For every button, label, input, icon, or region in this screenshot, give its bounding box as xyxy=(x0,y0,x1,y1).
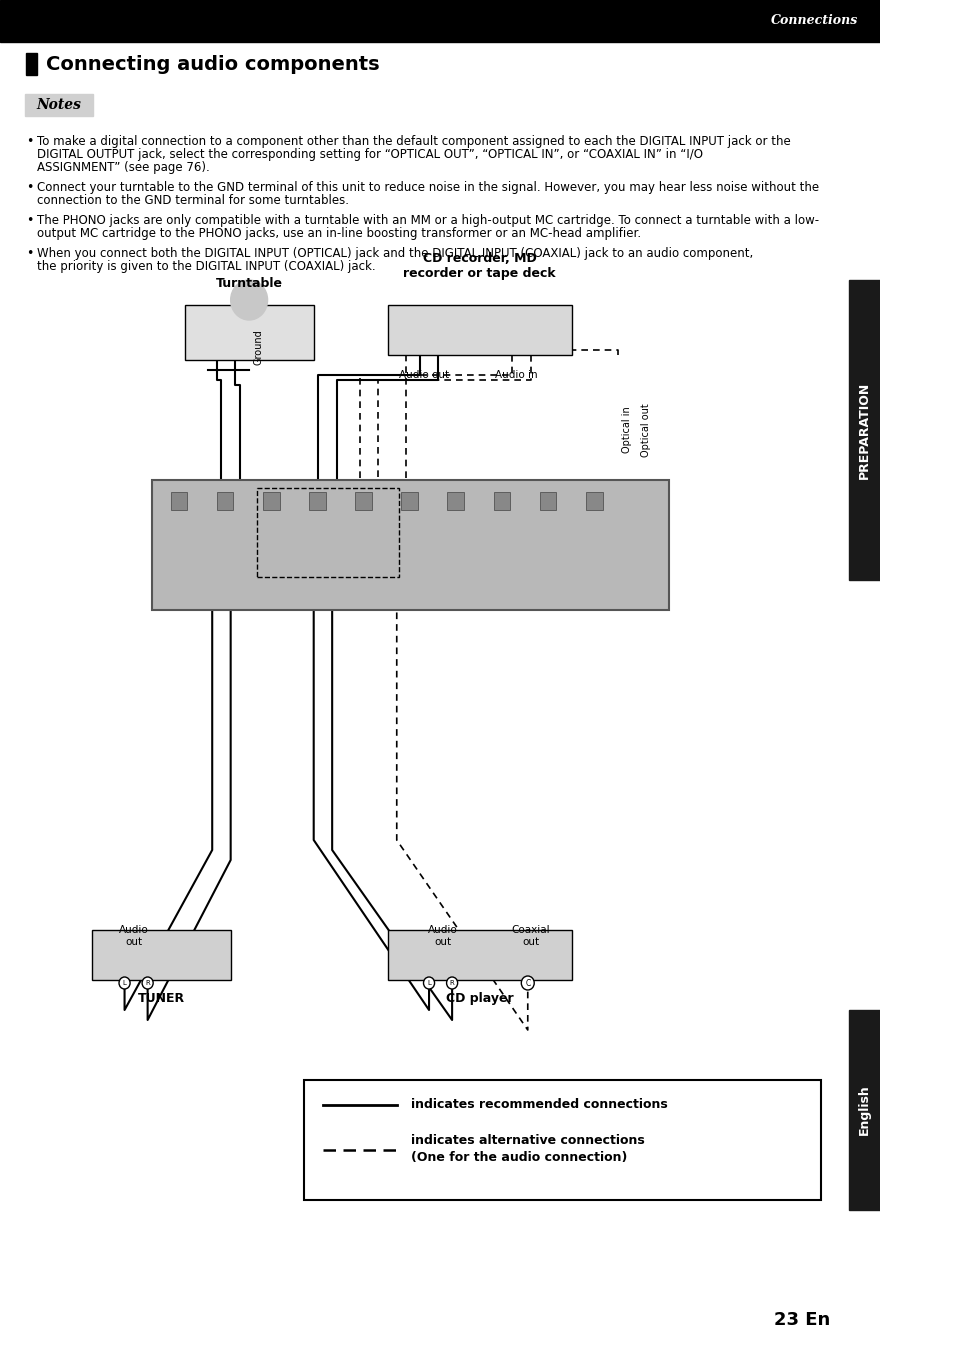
Text: Optical out: Optical out xyxy=(640,403,650,457)
Text: Audio out: Audio out xyxy=(399,369,449,380)
Bar xyxy=(539,492,556,510)
Text: English: English xyxy=(857,1085,870,1135)
Text: To make a digital connection to a component other than the default component ass: To make a digital connection to a compon… xyxy=(37,135,790,148)
Bar xyxy=(152,480,668,611)
Bar xyxy=(585,492,602,510)
Text: •: • xyxy=(26,247,33,260)
Text: L: L xyxy=(427,980,431,985)
Circle shape xyxy=(231,280,267,319)
Text: the priority is given to the DIGITAL INPUT (COAXIAL) jack.: the priority is given to the DIGITAL INP… xyxy=(37,260,375,274)
Text: •: • xyxy=(26,214,33,226)
Bar xyxy=(26,53,37,75)
Text: output MC cartridge to the PHONO jacks, use an in-line boosting transformer or a: output MC cartridge to the PHONO jacks, … xyxy=(37,226,640,240)
Bar xyxy=(304,1080,821,1200)
Text: R: R xyxy=(449,980,454,985)
Text: L: L xyxy=(123,980,127,985)
Text: Audio in: Audio in xyxy=(495,369,537,380)
Bar xyxy=(848,280,880,580)
Text: CD player: CD player xyxy=(445,992,513,1006)
Text: Ground: Ground xyxy=(253,329,263,365)
Bar xyxy=(493,492,510,510)
Text: C: C xyxy=(524,979,530,988)
Bar xyxy=(355,492,372,510)
Text: Turntable: Turntable xyxy=(215,276,282,290)
Text: indicates alternative connections: indicates alternative connections xyxy=(410,1134,643,1147)
Text: •: • xyxy=(26,181,33,194)
Text: Audio
out: Audio out xyxy=(119,925,149,946)
FancyBboxPatch shape xyxy=(25,94,93,116)
Circle shape xyxy=(446,977,457,989)
Text: TUNER: TUNER xyxy=(138,992,185,1006)
Text: CD recorder, MD
recorder or tape deck: CD recorder, MD recorder or tape deck xyxy=(403,252,556,280)
Text: Coaxial
out: Coaxial out xyxy=(511,925,549,946)
Circle shape xyxy=(423,977,435,989)
Bar xyxy=(216,492,233,510)
Text: Audio
out: Audio out xyxy=(428,925,457,946)
Circle shape xyxy=(520,976,534,989)
Bar xyxy=(184,305,314,360)
Bar xyxy=(387,305,572,355)
Text: Connections: Connections xyxy=(770,15,857,27)
Bar xyxy=(92,930,231,980)
Text: Optical in: Optical in xyxy=(621,407,632,453)
Bar xyxy=(0,0,880,42)
Text: ASSIGNMENT” (see page 76).: ASSIGNMENT” (see page 76). xyxy=(37,160,210,174)
Bar xyxy=(848,1010,880,1211)
Circle shape xyxy=(119,977,130,989)
Text: R: R xyxy=(145,980,150,985)
Text: Connecting audio components: Connecting audio components xyxy=(46,54,379,74)
Text: Notes: Notes xyxy=(36,98,81,112)
Text: PREPARATION: PREPARATION xyxy=(857,381,870,479)
Circle shape xyxy=(142,977,153,989)
Text: connection to the GND terminal for some turntables.: connection to the GND terminal for some … xyxy=(37,194,349,208)
Text: 23 En: 23 En xyxy=(773,1312,829,1329)
Text: •: • xyxy=(26,135,33,148)
Bar xyxy=(447,492,463,510)
Text: The PHONO jacks are only compatible with a turntable with an MM or a high-output: The PHONO jacks are only compatible with… xyxy=(37,214,819,226)
Text: (One for the audio connection): (One for the audio connection) xyxy=(410,1151,626,1165)
Text: Connect your turntable to the GND terminal of this unit to reduce noise in the s: Connect your turntable to the GND termin… xyxy=(37,181,819,194)
Bar xyxy=(263,492,279,510)
Text: When you connect both the DIGITAL INPUT (OPTICAL) jack and the DIGITAL INPUT (CO: When you connect both the DIGITAL INPUT … xyxy=(37,247,752,260)
Text: indicates recommended connections: indicates recommended connections xyxy=(410,1099,667,1112)
Bar xyxy=(387,930,572,980)
Bar xyxy=(309,492,325,510)
Text: DIGITAL OUTPUT jack, select the corresponding setting for “OPTICAL OUT”, “OPTICA: DIGITAL OUTPUT jack, select the correspo… xyxy=(37,148,702,160)
Bar xyxy=(171,492,187,510)
Bar xyxy=(401,492,417,510)
